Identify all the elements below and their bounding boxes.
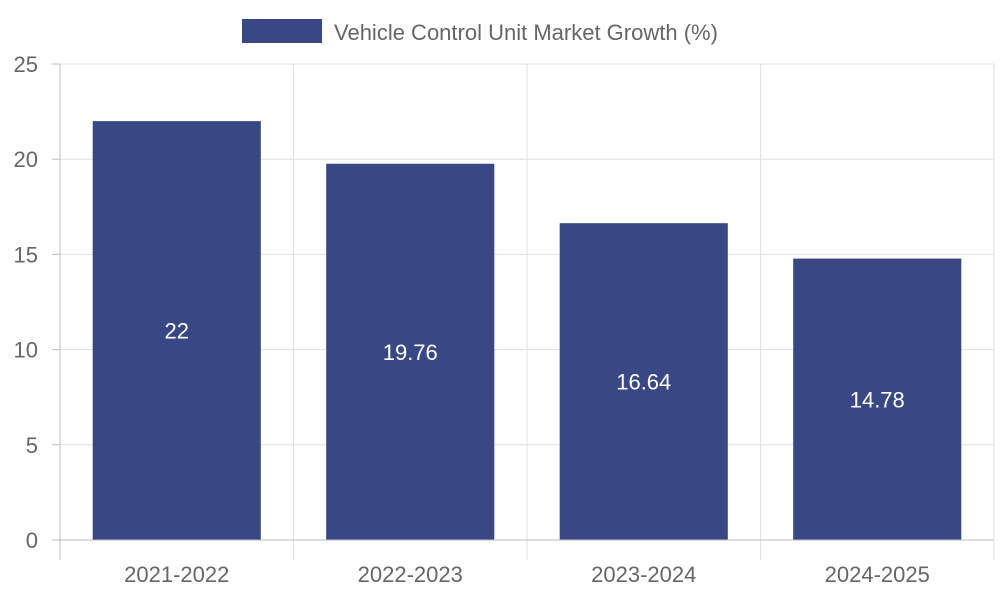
legend-swatch [242,19,322,43]
bar-series [92,121,962,541]
data-label-2022-2023: 19.76 [383,340,438,365]
legend[interactable]: Vehicle Control Unit Market Growth (%) [242,19,718,45]
y-tick-label-10: 10 [14,338,38,363]
y-tick-label-15: 15 [14,242,38,267]
data-label-2021-2022: 22 [165,319,189,344]
y-axis-ticks: 0 5 10 15 20 25 [14,52,60,553]
x-tick-label-2021-2022: 2021-2022 [124,562,229,587]
axes [52,64,994,560]
bar-2024-2025[interactable] [793,258,962,540]
data-labels: 22 19.76 16.64 14.78 [165,319,905,413]
y-tick-label-20: 20 [14,147,38,172]
y-tick-label-0: 0 [26,528,38,553]
y-tick-label-25: 25 [14,52,38,77]
x-tick-label-2022-2023: 2022-2023 [358,562,463,587]
bar-2021-2022[interactable] [92,121,261,541]
data-label-2024-2025: 14.78 [850,387,905,412]
x-axis-ticks: 2021-2022 2022-2023 2023-2024 2024-2025 [124,562,930,587]
bar-2023-2024[interactable] [559,223,728,541]
legend-label: Vehicle Control Unit Market Growth (%) [334,20,718,45]
x-tick-label-2024-2025: 2024-2025 [825,562,930,587]
data-label-2023-2024: 16.64 [616,370,671,395]
y-tick-label-5: 5 [26,433,38,458]
x-tick-label-2023-2024: 2023-2024 [591,562,696,587]
bar-2022-2023[interactable] [326,163,495,540]
